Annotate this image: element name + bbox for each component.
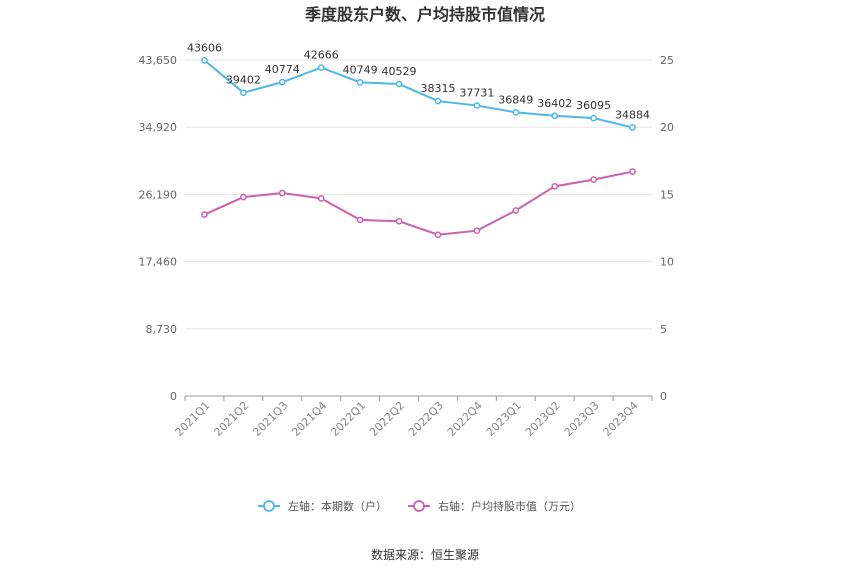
data-point[interactable] <box>356 78 364 86</box>
x-tick-label: 2023Q2 <box>523 399 563 439</box>
legend-marker <box>263 500 275 512</box>
data-label: 34884 <box>615 108 650 121</box>
right-tick-label: 15 <box>660 188 674 201</box>
left-tick-label: 8,730 <box>146 323 178 336</box>
left-tick-label: 0 <box>170 390 177 403</box>
data-point[interactable] <box>512 207 520 214</box>
right-tick-label: 10 <box>660 256 674 269</box>
x-tick-label: 2021Q1 <box>173 399 213 439</box>
x-tick-label: 2021Q3 <box>250 399 290 439</box>
legend[interactable]: 左轴：本期数（户） 右轴：户均持股市值（万元） <box>258 499 581 513</box>
source-note: 数据来源：恒生聚源 <box>371 547 479 562</box>
left-tick-label: 26,190 <box>139 188 178 201</box>
data-point[interactable] <box>317 195 325 202</box>
data-point[interactable] <box>473 227 481 235</box>
legend-item-1[interactable]: 右轴：户均持股市值（万元） <box>408 499 581 513</box>
data-label: 43606 <box>187 41 222 54</box>
x-tick-label: 2021Q2 <box>211 399 251 439</box>
data-label: 36849 <box>498 93 533 106</box>
data-point[interactable] <box>434 97 442 105</box>
data-point[interactable] <box>590 176 597 183</box>
data-label: 36095 <box>576 99 611 112</box>
right-axis: 0 5 10 15 20 25 <box>660 54 674 403</box>
left-tick-label: 43,650 <box>139 54 178 67</box>
data-point[interactable] <box>434 231 442 239</box>
data-point[interactable] <box>201 211 208 218</box>
data-point[interactable] <box>629 124 636 131</box>
x-axis: 2021Q12021Q22021Q32021Q42022Q12022Q22022… <box>173 396 653 439</box>
legend-label: 左轴：本期数（户） <box>288 499 387 513</box>
data-point[interactable] <box>395 217 403 225</box>
data-label: 40774 <box>265 63 300 76</box>
data-label: 38315 <box>420 82 455 95</box>
left-tick-label: 34,920 <box>139 121 178 134</box>
data-point[interactable] <box>240 193 247 201</box>
series-line-1 <box>204 170 633 236</box>
data-label: 37731 <box>459 87 494 100</box>
x-tick-label: 2023Q3 <box>562 399 602 439</box>
data-point[interactable] <box>278 189 286 197</box>
data-point[interactable] <box>512 109 520 116</box>
data-point[interactable] <box>551 112 559 120</box>
x-tick-label: 2021Q4 <box>289 399 329 439</box>
data-label: 40749 <box>343 63 378 76</box>
x-tick-label: 2023Q1 <box>484 399 524 439</box>
data-label: 36402 <box>537 97 572 110</box>
right-tick-label: 0 <box>660 390 667 403</box>
data-label: 39402 <box>226 74 261 87</box>
right-tick-label: 25 <box>660 54 674 67</box>
legend-label: 右轴：户均持股市值（万元） <box>438 499 581 513</box>
data-point[interactable] <box>201 56 208 64</box>
x-tick-label: 2022Q4 <box>445 399 485 439</box>
data-point[interactable] <box>551 182 559 190</box>
data-point[interactable] <box>317 64 325 71</box>
left-axis: 0 8,730 17,460 26,190 34,920 43,650 <box>139 54 178 403</box>
data-point[interactable] <box>590 114 597 122</box>
legend-marker <box>413 500 425 512</box>
chart-title: 季度股东户数、户均持股市值情况 <box>304 5 545 24</box>
legend-item-0[interactable]: 左轴：本期数（户） <box>258 499 387 513</box>
left-tick-label: 17,460 <box>139 256 178 269</box>
x-tick-label: 2022Q3 <box>406 399 446 439</box>
data-label: 40529 <box>382 65 417 78</box>
data-point[interactable] <box>240 89 247 97</box>
data-point[interactable] <box>395 80 403 88</box>
x-tick-label: 2022Q2 <box>367 399 407 439</box>
x-tick-label: 2023Q4 <box>601 399 641 439</box>
data-point[interactable] <box>278 78 286 86</box>
x-tick-label: 2022Q1 <box>328 399 368 439</box>
data-point[interactable] <box>629 168 636 175</box>
data-point[interactable] <box>473 102 481 109</box>
right-tick-label: 5 <box>660 323 667 336</box>
right-tick-label: 20 <box>660 121 674 134</box>
data-label: 42666 <box>304 49 339 62</box>
data-point[interactable] <box>356 216 364 224</box>
series-line-0 <box>203 59 633 129</box>
